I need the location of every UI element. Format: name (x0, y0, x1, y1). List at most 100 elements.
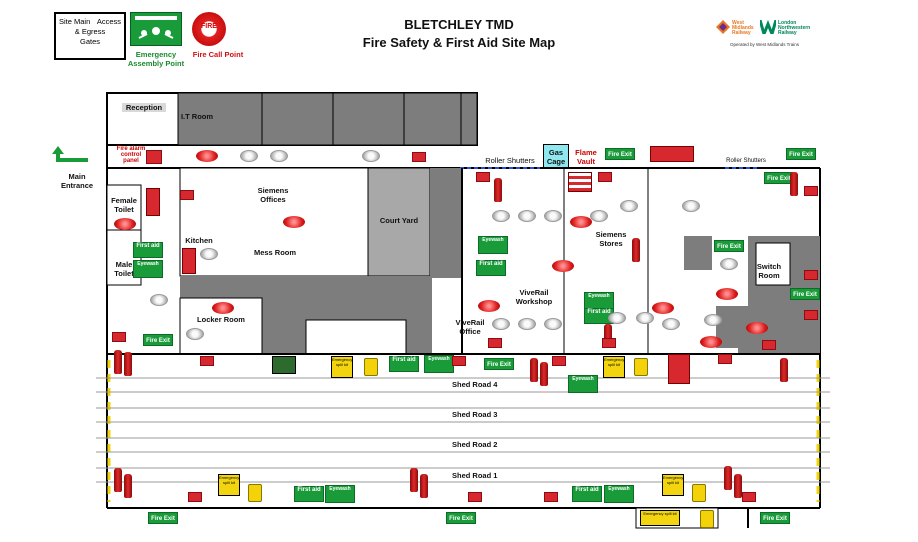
smoke-detector-icon (682, 200, 700, 212)
wmr-name: West Midlands Railway (732, 20, 754, 36)
eyewash-sign: Eyewash (478, 236, 508, 254)
smoke-detector-icon (620, 200, 638, 212)
fire-extinguisher-icon (780, 358, 788, 382)
legend-site-main: Site Main (59, 17, 91, 26)
fire-exit-sign: Fire Exit (790, 288, 820, 300)
lnwr-logo: London Northwestern Railway (758, 19, 820, 39)
fire-alarm-icon (804, 270, 818, 280)
fire-alarm-icon (718, 354, 732, 364)
it-room-label: I.T Room (180, 112, 214, 121)
eyewash-sign: Eyewash (325, 485, 355, 503)
first-aid-sign: First aid (133, 242, 163, 258)
call-point-icon (700, 336, 722, 348)
female-toilet-label: Female Toilet (111, 196, 137, 214)
eyewash-sign: Eyewash (424, 355, 454, 373)
wmr-logo: West Midlands Railway (716, 20, 764, 38)
smoke-detector-icon (200, 248, 218, 260)
shed-road-2-label: Shed Road 2 (452, 440, 498, 449)
call-point-icon (212, 302, 234, 314)
call-point-icon (570, 216, 592, 228)
fire-alarm-icon (180, 190, 194, 200)
viverail-office-label: ViveRail Office (455, 318, 485, 336)
fire-extinguisher-icon (530, 358, 538, 382)
spill-kit-sign: Emergency spill kit (603, 356, 625, 378)
fire-extinguisher-icon (124, 474, 132, 498)
fire-exit-sign: Fire Exit (484, 358, 514, 370)
first-aid-sign: First aid (389, 356, 419, 372)
mess-room-label: Mess Room (253, 248, 297, 257)
fire-panel-icon (668, 354, 690, 384)
map-title: BLETCHLEY TMD Fire Safety & First Aid Si… (0, 16, 918, 52)
fire-exit-sign: Fire Exit (143, 334, 173, 346)
fire-call-point-label: Fire Call Point (192, 50, 244, 59)
kitchen-label: Kitchen (185, 236, 213, 245)
call-point-icon (114, 218, 136, 230)
flame-vault-rack (568, 172, 592, 192)
fire-extinguisher-icon (420, 474, 428, 498)
first-aid-sign: First aid (476, 260, 506, 276)
eyewash-sign: Eyewash (133, 260, 163, 278)
smoke-detector-icon (492, 210, 510, 222)
fire-alarm-icon (112, 332, 126, 342)
eyewash-sign: Eyewash (568, 375, 598, 393)
smoke-detector-icon (518, 318, 536, 330)
fire-extinguisher-icon (410, 468, 418, 492)
legend-egress: & Egress (74, 27, 106, 36)
fire-alarm-icon (200, 356, 214, 366)
fire-alarm-icon (804, 310, 818, 320)
spill-kit-bin (248, 484, 262, 502)
call-point-icon (716, 288, 738, 300)
spill-kit-bin (364, 358, 378, 376)
smoke-detector-icon (150, 294, 168, 306)
court-yard-label: Court Yard (379, 216, 419, 225)
smoke-detector-icon (270, 150, 288, 162)
fire-extinguisher-icon (494, 178, 502, 202)
call-point-icon (283, 216, 305, 228)
call-point-icon (552, 260, 574, 272)
shed-road-4-label: Shed Road 4 (452, 380, 498, 389)
fire-alarm-icon (552, 356, 566, 366)
siemens-stores-label: Siemens Stores (595, 230, 627, 248)
fire-alarm-icon (468, 492, 482, 502)
locker-room-label: Locker Room (197, 315, 245, 324)
fire-alarm-icon (488, 338, 502, 348)
fire-alarm-icon (452, 356, 466, 366)
fire-alarm-icon (598, 172, 612, 182)
legend-access: Access (96, 17, 121, 26)
wmr-logo-icon (716, 20, 730, 34)
fire-call-point-icon: FIRE (192, 12, 226, 46)
smoke-detector-icon (662, 318, 680, 330)
eyewash-sign: Eyewash (604, 485, 634, 503)
first-aid-sign: First aid (294, 486, 324, 502)
fire-extinguisher-icon (604, 324, 612, 348)
fire-exit-sign: Fire Exit (764, 172, 794, 184)
smoke-detector-icon (590, 210, 608, 222)
fire-extinguisher-icon (632, 238, 640, 262)
assembly-point-icon (130, 12, 182, 46)
site-name: BLETCHLEY TMD (404, 17, 514, 32)
roller-shutters-label-2: Roller Shutters (726, 158, 766, 164)
fire-extinguisher-icon (734, 474, 742, 498)
fire-extinguisher-icon (540, 362, 548, 386)
smoke-detector-icon (720, 258, 738, 270)
spill-kit-sign: Emergency spill kit (640, 510, 680, 526)
fire-exit-sign: Fire Exit (786, 148, 816, 160)
assembly-point-label: Emergency Assembly Point (127, 50, 185, 68)
fire-alarm-panel-label: Fire alarm control panel (116, 146, 146, 164)
lnwr-logo-icon (758, 19, 778, 39)
smoke-detector-icon (636, 312, 654, 324)
fire-extinguisher-icon (724, 466, 732, 490)
call-point-icon (746, 322, 768, 334)
spill-kit-sign: Emergency spill kit (331, 356, 353, 378)
smoke-detector-icon (544, 318, 562, 330)
spill-kit-bin (700, 510, 714, 528)
fire-extinguisher-icon (114, 468, 122, 492)
smoke-detector-icon (704, 314, 722, 326)
map-subtitle: Fire Safety & First Aid Site Map (362, 35, 556, 50)
shed-road-3-label: Shed Road 3 (452, 410, 498, 419)
spill-kit-sign: Emergency spill kit (218, 474, 240, 496)
legend-gates: Gates (79, 37, 100, 46)
fire-exit-sign: Fire Exit (760, 512, 790, 524)
fire-exit-sign: Fire Exit (605, 148, 635, 160)
